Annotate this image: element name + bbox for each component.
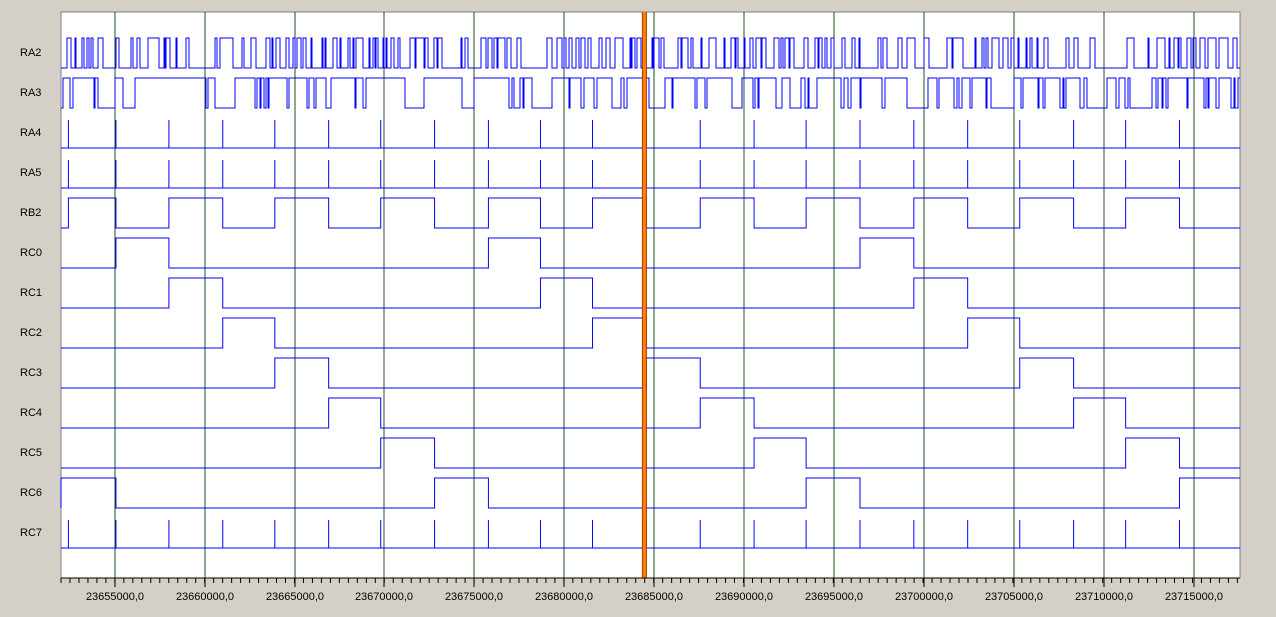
axis-tick-label-3: 23670000,0 xyxy=(355,591,413,603)
signal-label-ra3: RA3 xyxy=(20,87,41,99)
trace-rc3 xyxy=(61,357,1240,389)
axis-tick-label-11: 23710000,0 xyxy=(1075,591,1133,603)
signal-label-rb2: RB2 xyxy=(20,207,41,219)
trace-rc1 xyxy=(61,277,1240,309)
signal-label-rc0: RC0 xyxy=(20,247,42,259)
signal-label-rc5: RC5 xyxy=(20,447,42,459)
axis-tick-label-0: 23655000,0 xyxy=(86,591,144,603)
signal-label-ra5: RA5 xyxy=(20,167,41,179)
trace-rc5 xyxy=(61,437,1240,469)
signal-label-ra4: RA4 xyxy=(20,127,41,139)
axis-tick-label-1: 23660000,0 xyxy=(176,591,234,603)
signal-label-ra2: RA2 xyxy=(20,47,41,59)
trace-rc2 xyxy=(61,317,1240,349)
signal-label-rc6: RC6 xyxy=(20,487,42,499)
axis-tick-label-8: 23695000,0 xyxy=(805,591,863,603)
axis-tick-label-7: 23690000,0 xyxy=(715,591,773,603)
axis-tick-label-10: 23705000,0 xyxy=(985,591,1043,603)
trace-rc0 xyxy=(61,237,1240,269)
axis-tick-label-12: 23715000,0 xyxy=(1165,591,1223,603)
time-cursor[interactable] xyxy=(642,12,647,578)
axis-tick-label-5: 23680000,0 xyxy=(535,591,593,603)
signal-label-rc1: RC1 xyxy=(20,287,42,299)
signal-label-rc4: RC4 xyxy=(20,407,42,419)
trace-rc4 xyxy=(61,397,1240,429)
trace-rc6 xyxy=(60,477,1240,509)
trace-rb2 xyxy=(61,197,1240,229)
axis-tick-label-4: 23675000,0 xyxy=(445,591,503,603)
axis-tick-label-2: 23665000,0 xyxy=(266,591,324,603)
trace-ra2 xyxy=(61,37,1240,69)
axis-tick-label-9: 23700000,0 xyxy=(895,591,953,603)
signal-label-rc7: RC7 xyxy=(20,527,42,539)
signal-label-rc2: RC2 xyxy=(20,327,42,339)
axis-tick-label-6: 23685000,0 xyxy=(625,591,683,603)
signal-label-rc3: RC3 xyxy=(20,367,42,379)
trace-ra3 xyxy=(61,77,1240,109)
